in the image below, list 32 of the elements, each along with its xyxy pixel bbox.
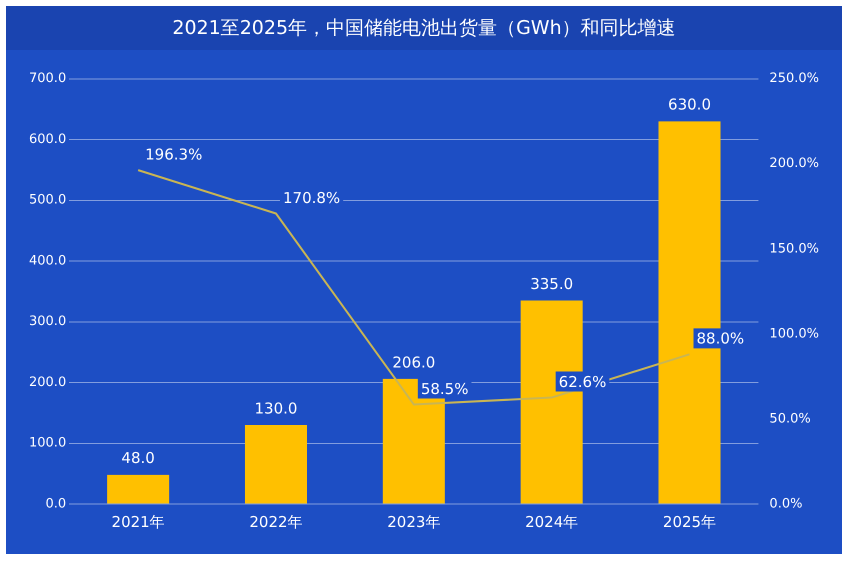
y2-tick-label: 200.0% [769, 156, 820, 172]
data-label: 170.8% [282, 188, 340, 207]
data-label: 58.5% [420, 380, 468, 398]
x-tick-label: 2022年 [249, 512, 303, 531]
x-tick-label: 2021年 [112, 512, 165, 531]
y2-tick-label: 50.0% [769, 411, 811, 426]
y-tick-label: 100.0 [29, 436, 66, 451]
chart-title: 2021至2025年，中国储能电池出货量（GWh）和同比增速 [6, 6, 842, 50]
y2-tick-label: 150.0% [769, 241, 820, 256]
y-tick-label: 500.0 [29, 192, 66, 208]
data-label: 630.0 [668, 96, 711, 114]
data-label: 48.0 [121, 449, 155, 468]
y-tick-label: 600.0 [29, 132, 66, 147]
data-label: 196.3% [145, 146, 202, 164]
y2-tick-label: 250.0% [769, 71, 820, 86]
y2-tick-label: 0.0% [769, 496, 802, 512]
data-label: 335.0 [530, 274, 574, 293]
y-tick-label: 700.0 [29, 71, 66, 86]
data-label: 206.0 [392, 353, 436, 372]
bar [244, 425, 307, 504]
x-tick-label: 2024年 [525, 512, 578, 531]
x-tick-label: 2023年 [387, 512, 440, 531]
y-tick-label: 0.0 [46, 496, 66, 512]
bar [107, 474, 170, 504]
y-tick-label: 200.0 [29, 374, 66, 390]
y-tick-label: 300.0 [29, 314, 66, 330]
data-label: 88.0% [696, 330, 744, 348]
data-label: 130.0 [254, 399, 298, 418]
y-tick-label: 400.0 [29, 253, 66, 268]
data-label: 62.6% [558, 372, 606, 391]
x-tick-label: 2025年 [662, 512, 716, 531]
y2-tick-label: 100.0% [769, 326, 820, 342]
